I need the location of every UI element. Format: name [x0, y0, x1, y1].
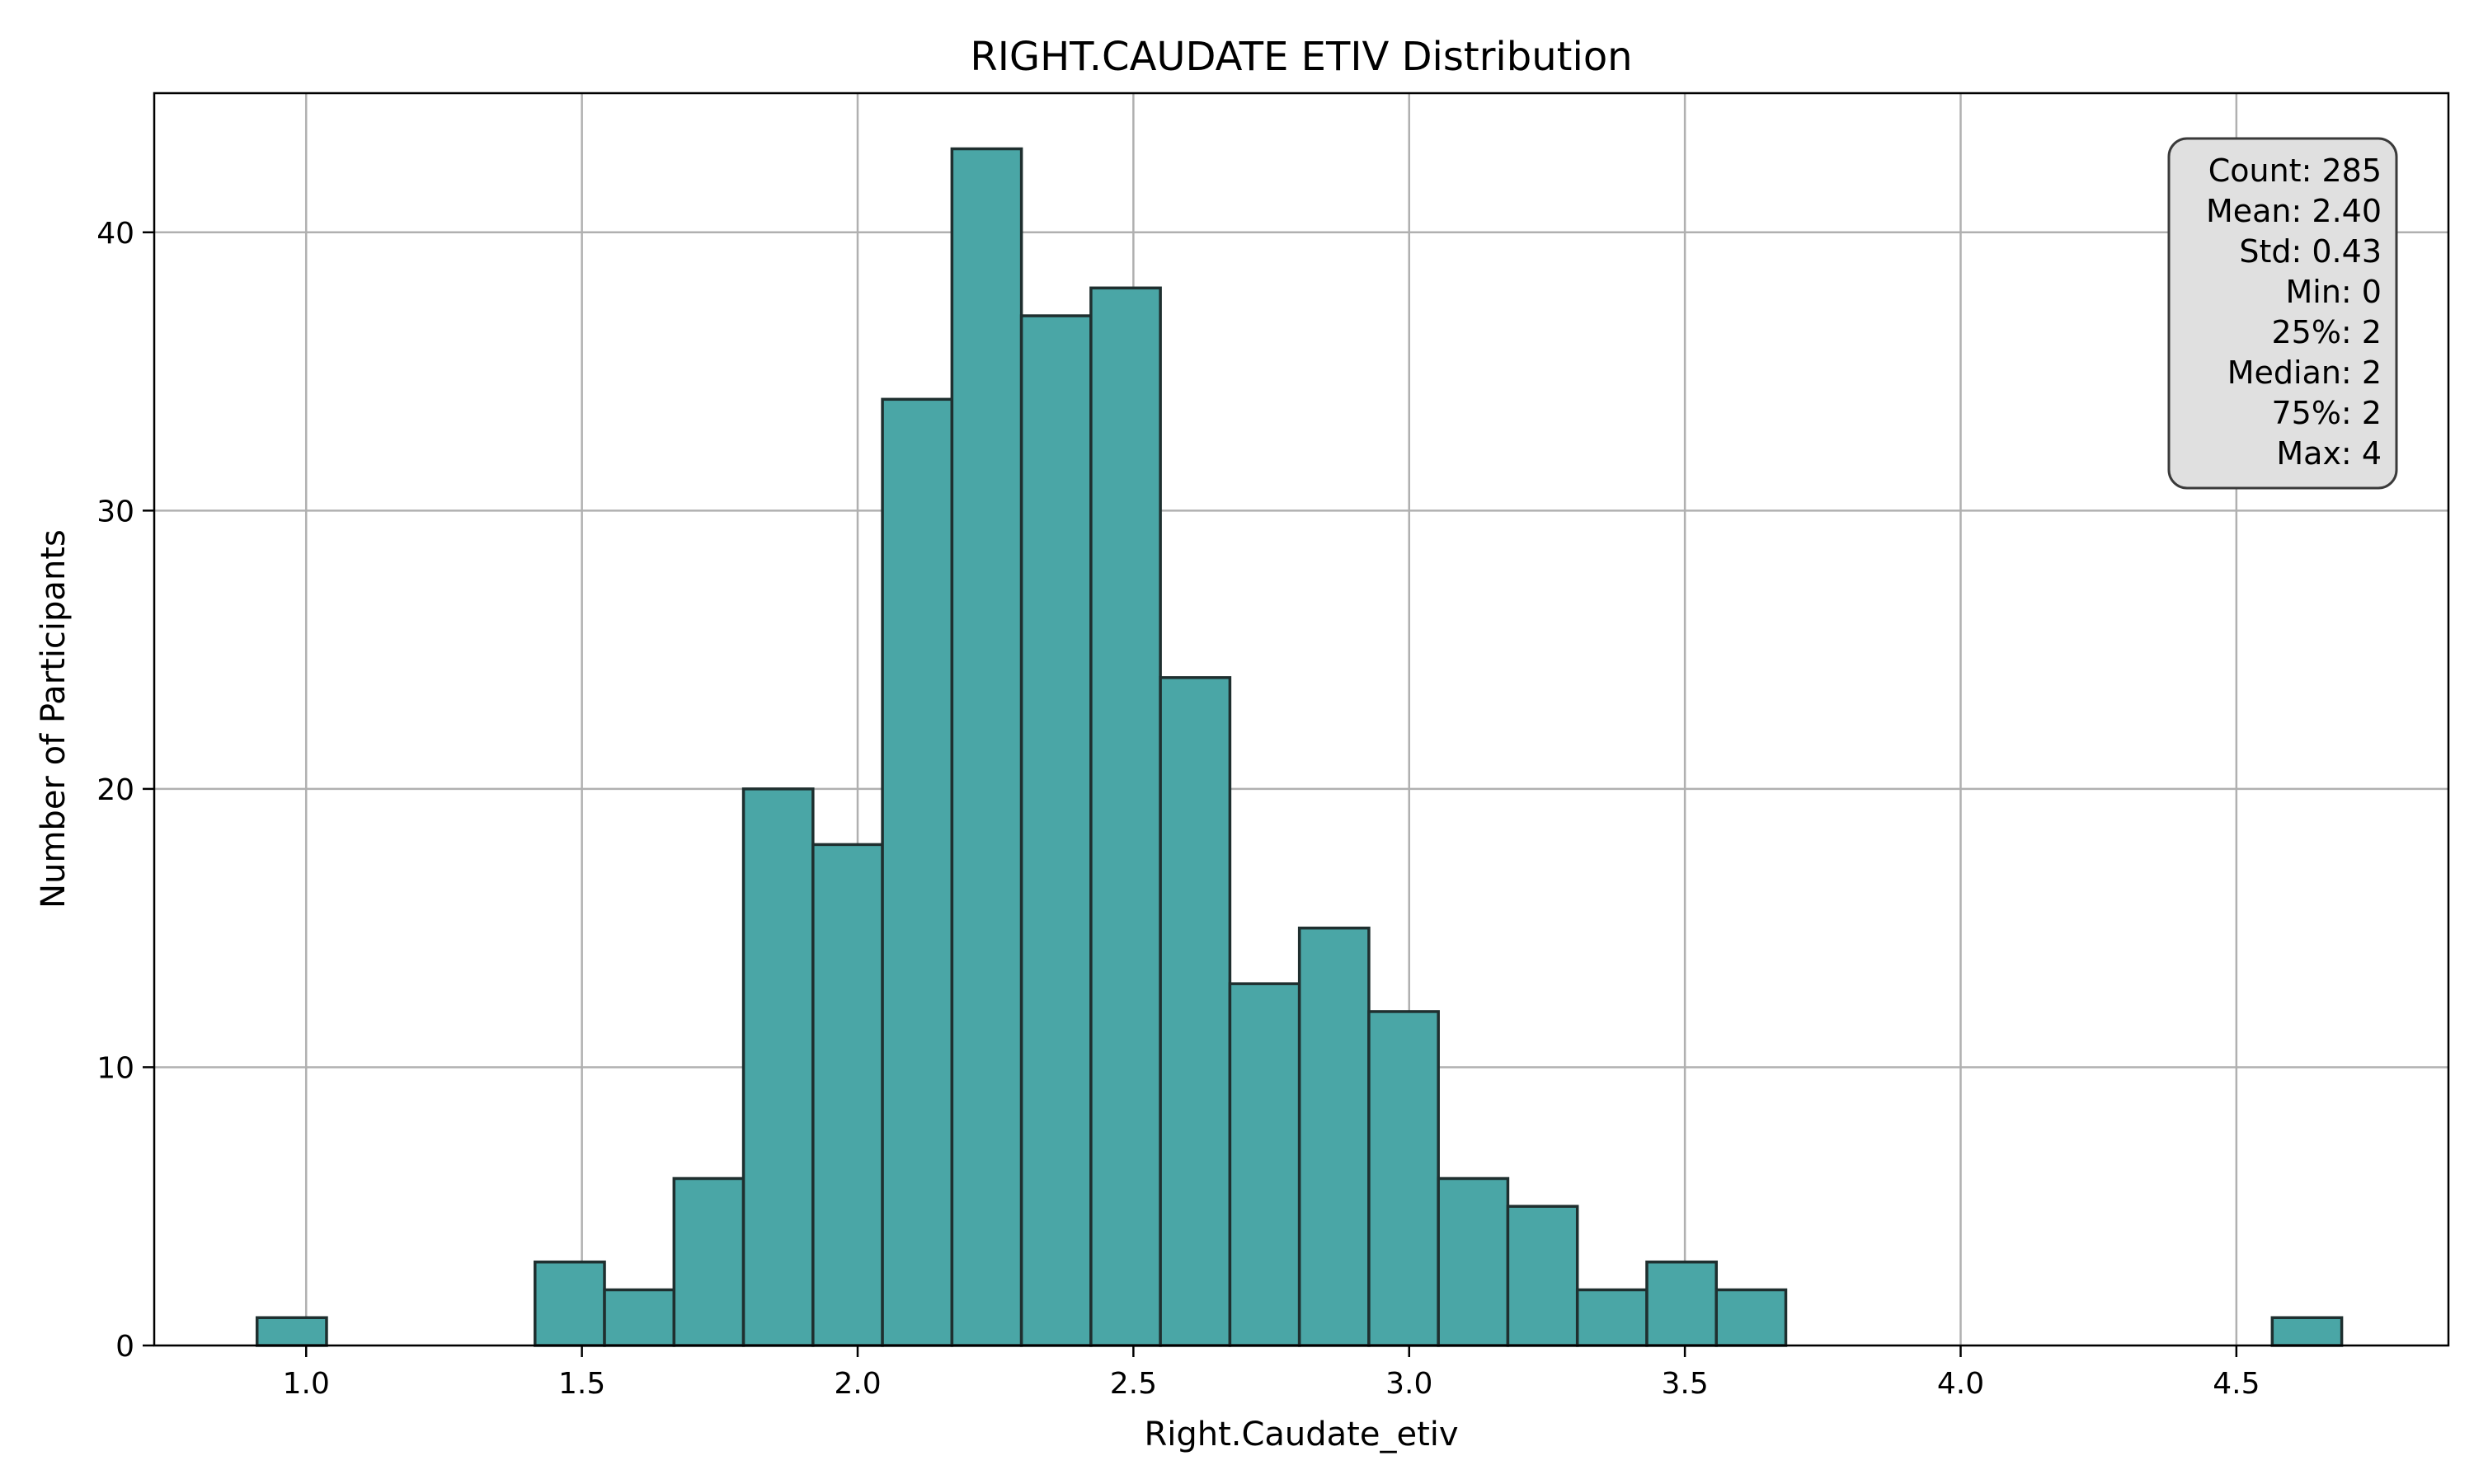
x-tick-label: 2.5 — [1110, 1367, 1157, 1401]
histogram-bar-19 — [1575, 1288, 1649, 1347]
x-axis-ticks: 1.0 1.5 2.0 2.5 3.0 3.5 4.0 4.5 — [283, 1345, 2260, 1401]
stats-line: Mean: 2.40 — [2206, 193, 2382, 229]
y-tick-label: 20 — [96, 773, 134, 807]
y-tick-label: 10 — [96, 1051, 134, 1085]
x-tick-label: 1.5 — [558, 1367, 605, 1401]
histogram-bar-29 — [2270, 1316, 2344, 1347]
y-axis-ticks: 0 10 20 30 40 — [96, 217, 154, 1364]
histogram-bar-10 — [950, 147, 1023, 1347]
histogram-bar-4 — [534, 1260, 606, 1347]
x-axis-title: Right.Caudate_etiv — [1144, 1416, 1458, 1453]
histogram-bar-12 — [1089, 286, 1162, 1347]
stats-line: Min: 0 — [2286, 274, 2382, 310]
histogram-bars — [255, 147, 2344, 1347]
x-tick-label: 3.5 — [1661, 1367, 1708, 1401]
stats-box-background — [2167, 137, 2398, 490]
y-tick-label: 30 — [96, 495, 134, 528]
histogram-bar-7 — [741, 787, 815, 1347]
x-tick-label: 4.5 — [2213, 1367, 2260, 1401]
histogram-bar-17 — [1437, 1176, 1510, 1347]
plot-area-frame — [153, 92, 2450, 1347]
histogram-bar-16 — [1367, 1010, 1440, 1347]
histogram-bar-20 — [1645, 1260, 1718, 1347]
stats-line: 25%: 2 — [2271, 314, 2382, 350]
x-tick-label: 4.0 — [1937, 1367, 1984, 1401]
histogram-bar-9 — [881, 397, 954, 1347]
summary-stats-box: Count: 285 Mean: 2.40 Std: 0.43 Min: 0 25%: … — [2167, 137, 2398, 490]
histogram-bar-21 — [1714, 1288, 1788, 1347]
stats-line: Max: 4 — [2276, 435, 2382, 472]
histogram-bar-13 — [1159, 676, 1232, 1347]
x-tick-label: 2.0 — [834, 1367, 881, 1401]
stats-line: Std: 0.43 — [2239, 233, 2382, 270]
chart-title: RIGHT.CAUDATE ETIV Distribution — [970, 34, 1632, 80]
histogram-bar-11 — [1019, 314, 1093, 1347]
y-tick-label: 40 — [96, 217, 134, 251]
x-tick-label: 3.0 — [1385, 1367, 1432, 1401]
histogram-bar-15 — [1297, 926, 1371, 1347]
histogram-bar-18 — [1506, 1205, 1579, 1347]
stats-line: Count: 285 — [2208, 153, 2382, 189]
histogram-bar-5 — [603, 1288, 676, 1347]
x-tick-label: 1.0 — [283, 1367, 330, 1401]
histogram-bar-6 — [672, 1176, 745, 1347]
histogram-bar-14 — [1228, 982, 1301, 1347]
stats-line: 75%: 2 — [2271, 395, 2382, 431]
y-tick-label: 0 — [115, 1330, 134, 1364]
y-axis-title: Number of Participants — [35, 529, 73, 909]
histogram-bar-0 — [255, 1316, 328, 1347]
histogram-bar-8 — [811, 843, 884, 1347]
stats-line: Median: 2 — [2227, 355, 2382, 391]
